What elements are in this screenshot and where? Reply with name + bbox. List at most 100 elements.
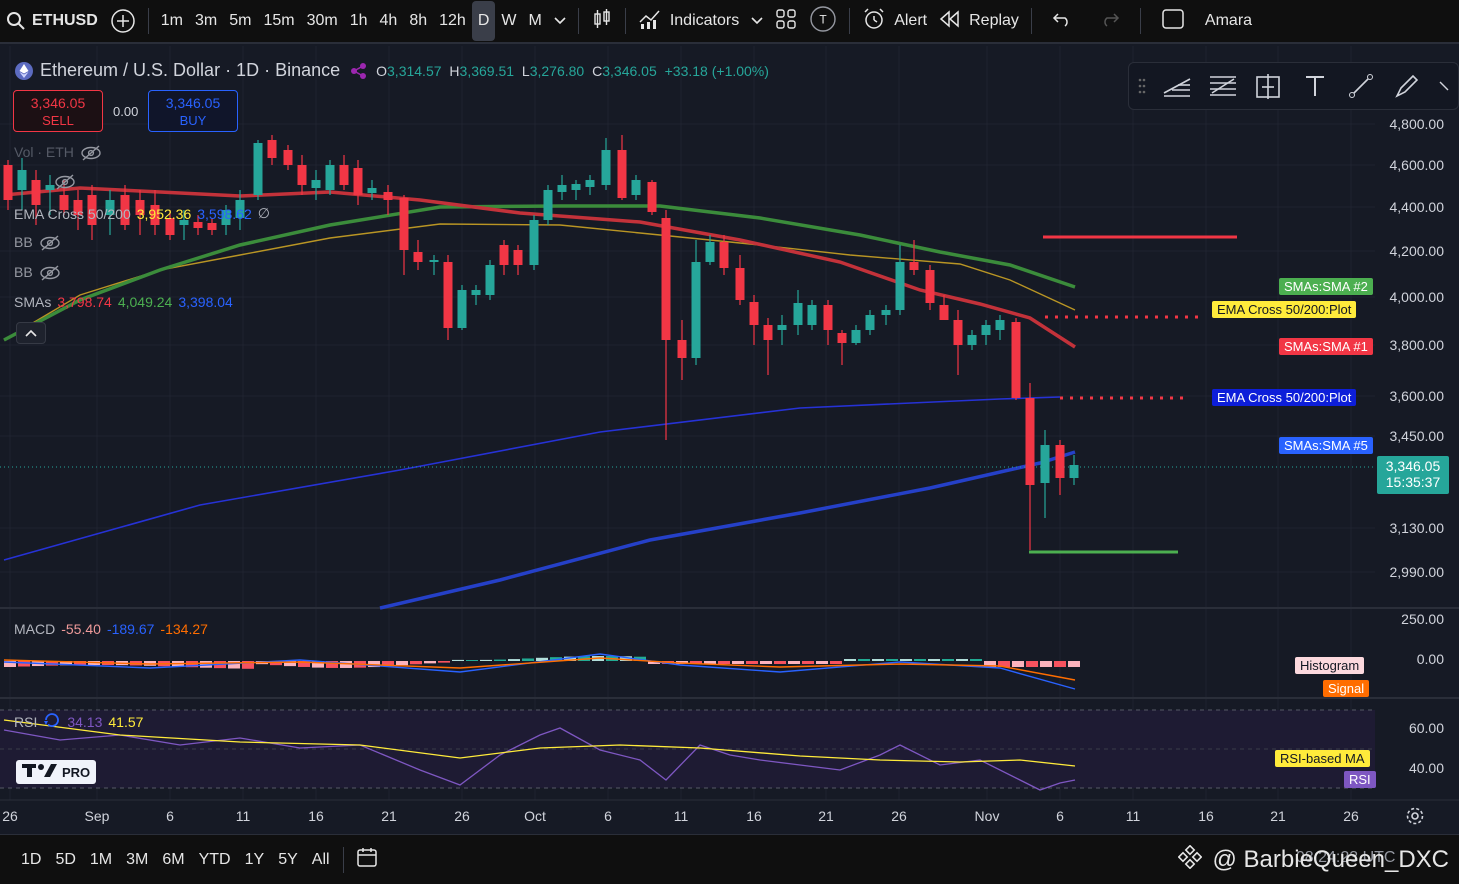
range-1d[interactable]: 1D (21, 850, 42, 868)
interval-dropdown[interactable] (548, 0, 572, 42)
eye-off-icon[interactable] (39, 235, 61, 251)
watermark: 08:24:23 UTC @ BarbieQueen_DXC (1177, 844, 1449, 876)
alert-button[interactable]: Alert (856, 0, 933, 42)
macd-label: MACD (14, 621, 56, 637)
interval-3m[interactable]: 3m (195, 12, 218, 29)
indicator-rsi[interactable]: RSI 34.13 41.57 (14, 711, 143, 732)
candle-body (1011, 322, 1021, 398)
collapse-legend-button[interactable] (16, 322, 46, 344)
macd-histogram-bar (732, 661, 744, 664)
tv-button[interactable]: T (803, 0, 843, 42)
eye-off-icon[interactable] (39, 265, 61, 281)
chart-area[interactable] (0, 46, 1459, 833)
eye-off-icon[interactable] (54, 174, 76, 190)
fullscreen-button[interactable] (1147, 0, 1199, 42)
candle-body (485, 265, 495, 295)
macd-value-3: -134.27 (160, 621, 208, 637)
macd-histogram-bar (424, 661, 436, 664)
undo-button[interactable] (1038, 0, 1086, 42)
macd-histogram-bar (690, 661, 702, 664)
macd-histogram-bar (718, 661, 730, 664)
interval-12h[interactable]: 12h (439, 12, 466, 29)
ema-cross-value-2: 3,598.62 (197, 205, 252, 222)
range-5y[interactable]: 5Y (278, 850, 298, 868)
grid-icon (775, 8, 797, 35)
redo-button[interactable] (1086, 0, 1134, 42)
candle-body (617, 150, 627, 198)
rsi-ma-line (3, 719, 1076, 767)
sell-button[interactable]: 3,346.05 SELL (13, 90, 103, 132)
price-chart[interactable] (0, 46, 1459, 833)
interval-30m[interactable]: 30m (306, 12, 338, 29)
range-1m[interactable]: 1M (89, 850, 113, 868)
text-tool-icon[interactable] (1299, 70, 1331, 102)
candle-body (283, 150, 293, 165)
range-5d[interactable]: 5D (55, 850, 76, 868)
more-tools-icon[interactable] (1437, 70, 1451, 102)
indicator-vol[interactable]: Vol · ETH (14, 144, 102, 161)
indicator-smas[interactable]: SMAs 3,798.74 4,049.24 3,398.04 (14, 294, 233, 310)
settings-button[interactable] (1405, 806, 1425, 831)
range-ytd[interactable]: YTD (198, 850, 231, 868)
interval-d[interactable]: D (471, 1, 496, 41)
user-menu[interactable]: Amara (1199, 0, 1258, 42)
candle-body (179, 220, 189, 225)
measure-icon[interactable] (1253, 70, 1285, 102)
trendline-fan-icon[interactable] (1161, 70, 1193, 102)
indicator-hidden[interactable] (14, 174, 76, 190)
indicator-bb-1[interactable]: BB (14, 234, 61, 251)
indicators-dropdown[interactable] (745, 0, 769, 42)
fib-retracement-icon[interactable] (1207, 70, 1239, 102)
range-1y[interactable]: 1Y (244, 850, 265, 868)
macd-histogram-bar (494, 659, 506, 661)
close-key: C (592, 62, 603, 79)
interval-4h[interactable]: 4h (379, 12, 398, 29)
macd-histogram-bar (648, 661, 660, 664)
macd-histogram-bar (788, 661, 800, 664)
indicators-button[interactable]: Indicators (632, 0, 745, 42)
replay-button[interactable]: Replay (933, 0, 1025, 42)
candle-body (221, 210, 231, 225)
interval-15m[interactable]: 15m (263, 12, 295, 29)
interval-8h[interactable]: 8h (409, 12, 428, 29)
chart-type-button[interactable] (585, 0, 619, 42)
ema-cross-value-1: 3,952.36 (136, 205, 192, 222)
macd-histogram-bar (984, 661, 996, 667)
eth-logo-icon (14, 61, 34, 81)
range-6m[interactable]: 6M (162, 850, 185, 868)
range-all[interactable]: All (311, 850, 330, 868)
candle-body (981, 325, 991, 335)
ema-yellow-label: EMA Cross 50/200:Plot (1212, 301, 1357, 318)
interval-m[interactable]: M (528, 12, 542, 29)
indicator-ema-cross[interactable]: EMA Cross 50/200 3,952.36 3,598.62 ∅ (14, 205, 270, 222)
plus-circle-icon (110, 8, 136, 34)
price-tick: 4,000.00 (1389, 289, 1445, 305)
brush-icon[interactable] (1391, 70, 1423, 102)
trendline-icon[interactable] (1345, 70, 1377, 102)
indicator-bb-2[interactable]: BB (14, 264, 61, 281)
buy-button[interactable]: 3,346.05 BUY (148, 90, 238, 132)
rsi-label: RSI (14, 713, 38, 730)
candle-body (647, 182, 657, 212)
layouts-button[interactable] (769, 0, 803, 42)
drag-handle[interactable] (1137, 70, 1147, 102)
macd-histogram-bar (900, 659, 912, 661)
compare-button[interactable] (104, 0, 142, 42)
date-range-button[interactable] (350, 838, 386, 882)
interval-5m[interactable]: 5m (229, 12, 252, 29)
price-tick: 3,130.00 (1389, 520, 1445, 536)
signal-label: Signal (1323, 680, 1370, 697)
macd-histogram-bar (872, 659, 884, 661)
interval-1m[interactable]: 1m (160, 12, 184, 29)
range-3m[interactable]: 3M (126, 850, 149, 868)
eye-off-icon[interactable] (80, 145, 102, 161)
interval-1h[interactable]: 1h (349, 12, 368, 29)
indicator-macd[interactable]: MACD -55.40 -189.67 -134.27 (14, 621, 208, 637)
symbol-search[interactable]: ETHUSD (0, 0, 104, 42)
macd-histogram-bar (816, 661, 828, 664)
interval-w[interactable]: W (501, 12, 517, 29)
exchange-icon (350, 62, 368, 80)
macd-histogram-bar (284, 661, 296, 667)
candle-body (31, 180, 41, 205)
redo-icon (1100, 11, 1120, 32)
